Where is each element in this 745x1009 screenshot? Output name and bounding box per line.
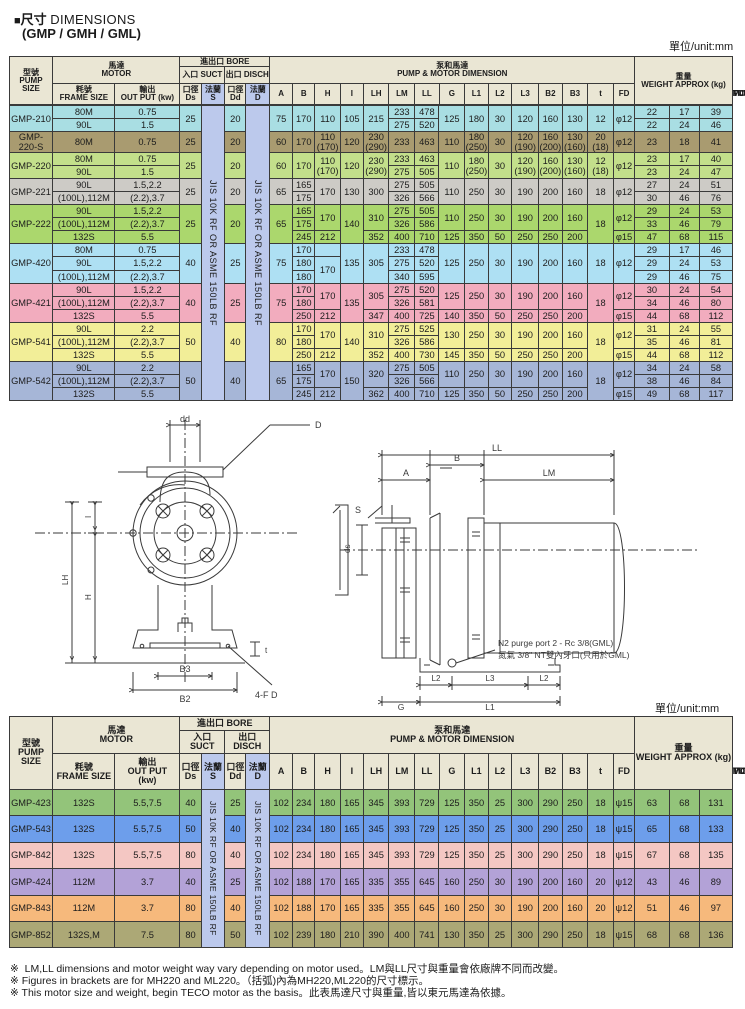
svg-text:I: I [84,516,93,518]
svg-text:L1: L1 [485,702,495,710]
svg-text:dd: dd [180,414,190,424]
svg-text:LH: LH [61,575,70,585]
svg-text:LL: LL [492,443,502,453]
svg-text:ds: ds [343,545,352,553]
svg-text:L3: L3 [486,674,495,683]
svg-text:t: t [265,646,268,655]
svg-text:4-F D: 4-F D [255,690,278,700]
svg-text:LM: LM [543,468,556,478]
svg-text:D: D [315,420,322,430]
svg-text:B2: B2 [179,694,190,704]
svg-text:A: A [403,468,409,478]
svg-text:B3: B3 [179,664,190,674]
svg-text:H: H [84,594,93,600]
svg-text:L2: L2 [432,674,441,683]
svg-text:L2: L2 [540,674,549,683]
svg-text:S: S [355,505,361,515]
svg-text:G: G [398,702,405,710]
svg-text:氮氣 3/8" NT雙內牙口(只用於GML): 氮氣 3/8" NT雙內牙口(只用於GML) [498,650,630,660]
svg-text:N2 purge port 2 - Rc 3/8(GML): N2 purge port 2 - Rc 3/8(GML) [498,638,613,648]
